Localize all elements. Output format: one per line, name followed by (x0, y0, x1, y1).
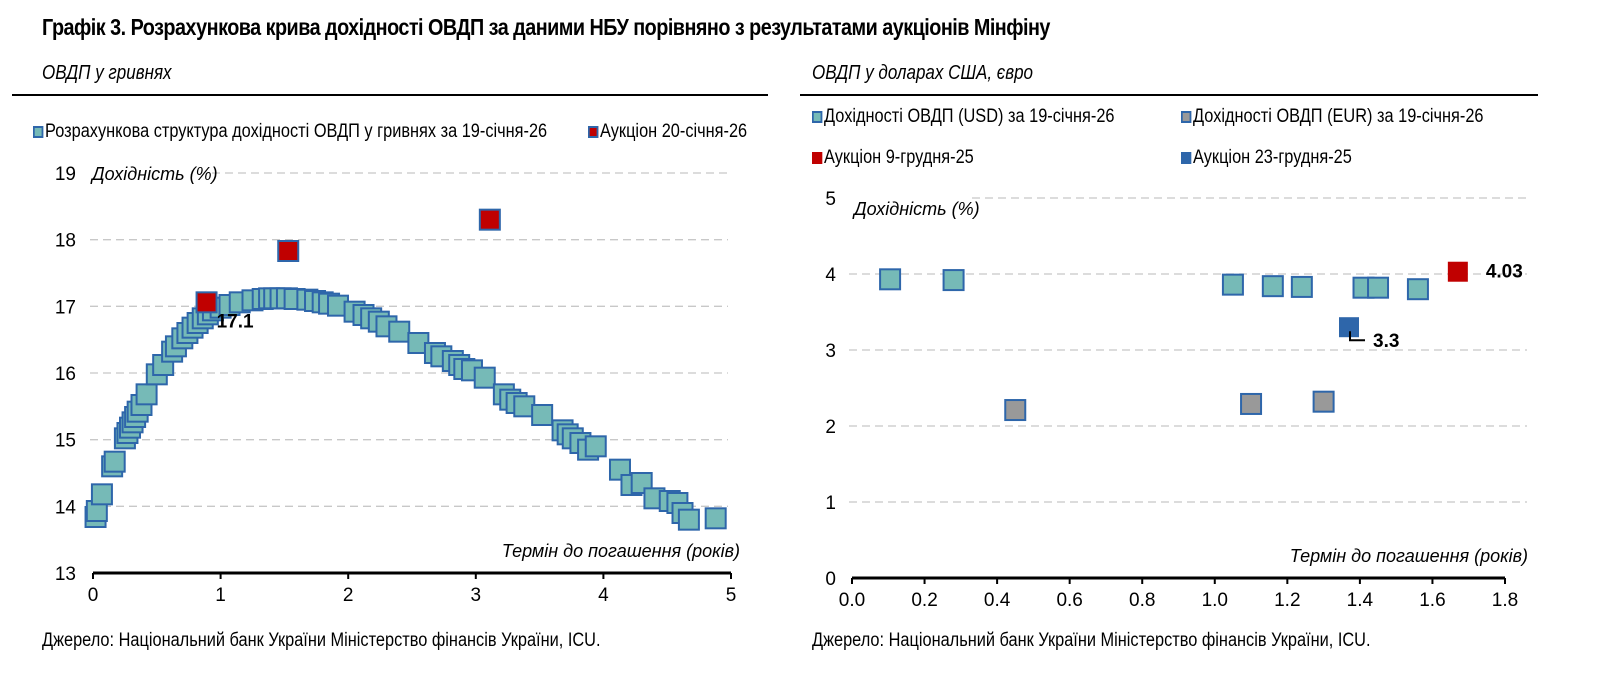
chart2-marker-teal (1261, 275, 1284, 298)
blue-square-icon (1181, 152, 1192, 164)
chart2-marker-red_plain (1447, 261, 1468, 282)
chart1-marker-teal (704, 507, 727, 530)
chart2-marker-teal (1221, 273, 1244, 296)
chart1-x-tick-label: 2 (343, 585, 354, 606)
legend-label: Аукціон 23-грудня-25 (1193, 147, 1352, 168)
right-legend-item-auction-dec9: Аукціон 9-грудня-25 (812, 147, 974, 169)
right-legend-item-auction-dec23: Аукціон 23-грудня-25 (1181, 147, 1352, 169)
legend-label: Аукціон 9-грудня-25 (824, 147, 974, 168)
chart2-x-axis-title: Термін до погашення (років) (1290, 546, 1528, 566)
chart1-marker-teal (531, 404, 554, 426)
chart2-marker-teal (942, 269, 965, 292)
chart1-y-axis-title: Дохідність (%) (90, 164, 218, 184)
chart1-y-tick-label: 17 (55, 297, 76, 318)
chart2-x-tick-label: 1.8 (1492, 590, 1518, 611)
red-square-icon (588, 126, 599, 138)
legend-label: Аукціон 20-січня-26 (600, 121, 748, 142)
left-legend-item-curve: Розрахункова структура дохідності ОВДП у… (33, 121, 547, 143)
right-chart-subtitle: ОВДП у доларах США, євро (812, 62, 1033, 84)
chart2-annotation-leader (1349, 331, 1366, 342)
chart1-marker-teal (584, 435, 607, 458)
chart1-x-tick-label: 1 (215, 585, 226, 606)
chart2-data-label: 4.03 (1486, 262, 1523, 283)
chart1-y-tick-label: 14 (55, 497, 77, 518)
right-legend-item-usd: Дохідності ОВДП (USD) за 19-січня-26 (812, 106, 1115, 128)
chart2-x-tick-label: 0.2 (911, 590, 937, 611)
chart1-x-tick-label: 0 (88, 585, 99, 606)
chart1-marker-teal (473, 366, 496, 389)
chart2-y-tick-label: 4 (825, 265, 836, 286)
red-square-icon (812, 152, 823, 164)
chart2-y-axis-title: Дохідність (%) (852, 199, 980, 219)
figure-title: Графік 3. Розрахункова крива дохідності … (42, 14, 1050, 40)
teal-square-icon (33, 126, 44, 138)
chart2-marker-teal (879, 268, 902, 291)
chart2-x-tick-label: 1.0 (1202, 590, 1228, 611)
chart1-x-tick-label: 5 (726, 585, 737, 606)
right-legend-item-eur: Дохідності ОВДП (EUR) за 19-січня-26 (1181, 106, 1484, 128)
chart1-marker-teal (103, 450, 126, 473)
chart2-y-tick-label: 0 (825, 569, 836, 590)
chart2-data-label: 3.3 (1373, 331, 1399, 352)
chart2-marker-teal (1406, 278, 1429, 301)
chart2-marker-gray (1240, 392, 1263, 415)
right-source-note: Джерело: Національний банк України Мініс… (812, 630, 1371, 651)
gray-square-icon (1181, 111, 1192, 123)
chart1-marker-red (277, 240, 300, 262)
chart2-marker-teal (1367, 276, 1390, 299)
chart1-y-tick-label: 18 (55, 231, 76, 252)
chart1-data-label: 17.1 (217, 312, 254, 333)
chart1-marker-teal (135, 383, 158, 406)
legend-label: Дохідності ОВДП (EUR) за 19-січня-26 (1193, 106, 1484, 127)
chart1-y-tick-label: 15 (55, 431, 76, 452)
chart2-marker-gray (1004, 399, 1027, 422)
left-chart-subtitle: ОВДП у гривнях (42, 62, 172, 84)
chart2-x-tick-label: 0.8 (1129, 590, 1155, 611)
legend-label: Дохідності ОВДП (USD) за 19-січня-26 (824, 106, 1115, 127)
chart1-marker-teal (90, 483, 113, 506)
chart1-y-tick-label: 13 (55, 564, 76, 585)
chart2-x-tick-label: 0.6 (1056, 590, 1082, 611)
chart2-x-tick-label: 1.2 (1274, 590, 1300, 611)
chart2-marker-blue_plain (1339, 317, 1360, 338)
legend-label: Розрахункова структура дохідності ОВДП у… (45, 121, 548, 142)
chart1-x-tick-label: 3 (471, 585, 482, 606)
chart1-y-tick-label: 16 (55, 364, 76, 385)
chart2-y-tick-label: 5 (825, 189, 836, 210)
chart2-y-tick-label: 3 (825, 341, 836, 362)
chart1-marker-teal (677, 508, 700, 531)
chart1-y-tick-label: 19 (55, 164, 76, 185)
right-divider (800, 94, 1538, 96)
chart2-y-tick-label: 2 (825, 417, 836, 438)
chart1-marker-red (478, 208, 501, 231)
chart2-x-tick-label: 1.4 (1347, 590, 1374, 611)
chart2-x-tick-label: 1.6 (1419, 590, 1445, 611)
chart2-y-tick-label: 1 (825, 493, 836, 514)
left-divider (12, 94, 768, 96)
chart2-marker-teal (1290, 275, 1313, 298)
chart1-marker-teal (388, 320, 411, 343)
chart1-x-axis-title: Термін до погашення (років) (502, 541, 740, 561)
left-source-note: Джерело: Національний банк України Мініс… (42, 630, 601, 651)
chart1-x-tick-label: 4 (598, 585, 609, 606)
chart2-x-tick-label: 0.0 (839, 590, 865, 611)
chart1-marker-red (195, 291, 218, 314)
left-legend-item-auction: Аукціон 20-січня-26 (588, 121, 747, 143)
chart2-marker-gray (1312, 390, 1335, 413)
teal-square-icon (812, 111, 823, 123)
chart2-x-tick-label: 0.4 (984, 590, 1011, 611)
